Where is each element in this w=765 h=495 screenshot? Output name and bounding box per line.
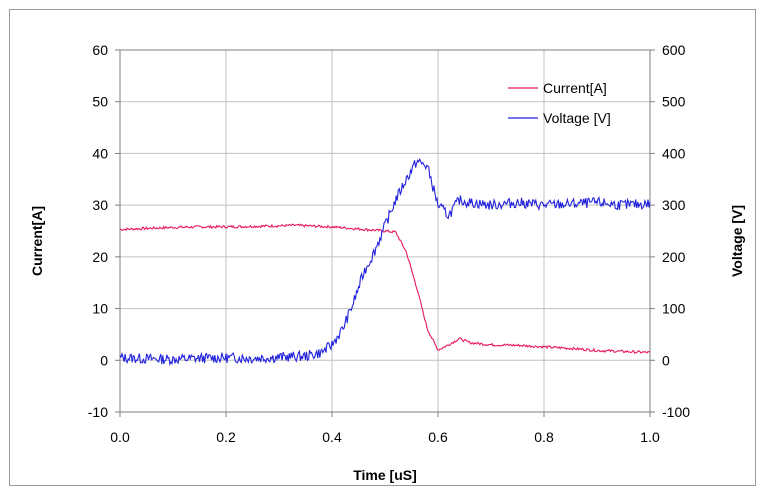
right-y-axis-title: Voltage [V] [729,205,745,277]
right-y-tick-label: 200 [662,249,686,265]
legend-label-voltage: Voltage [V] [543,110,611,126]
current-series-line [119,223,651,355]
chart-frame [9,9,756,486]
left-y-tick-label: 40 [92,145,108,161]
left-y-tick-label: 60 [92,42,108,58]
left-y-tick-label: 0 [100,352,108,368]
plot-area [119,49,651,413]
x-tick-label: 0.6 [428,429,448,445]
x-tick-label: 1.0 [640,429,660,445]
left-y-tick-label: 50 [92,94,108,110]
x-axis-title: Time [uS] [353,467,417,483]
voltage-series-line [119,157,651,367]
right-y-tick-label: 600 [662,42,686,58]
left-y-tick-label: 10 [92,301,108,317]
right-y-tick-label: 0 [662,352,670,368]
left-y-tick-label: -10 [88,404,108,420]
x-tick-label: 0.0 [110,429,130,445]
right-y-tick-label: 100 [662,301,686,317]
right-y-tick-label: 400 [662,145,686,161]
right-y-tick-label: 300 [662,197,686,213]
grid [115,49,655,417]
right-y-tick-label: -100 [662,404,690,420]
right-y-tick-label: 500 [662,94,686,110]
left-y-tick-label: 30 [92,197,108,213]
x-tick-label: 0.8 [534,429,554,445]
x-tick-label: 0.2 [216,429,236,445]
legend: Current[A] Voltage [V] [508,80,611,126]
series-layer [119,157,651,367]
tick-labels: -10 -100 0 0 10 100 20 200 30 300 40 400 50 500 60 600 0… [88,42,690,445]
legend-label-current: Current[A] [543,80,607,96]
left-y-tick-label: 20 [92,249,108,265]
x-tick-label: 0.4 [322,429,342,445]
left-y-axis-title: Current[A] [29,206,45,276]
